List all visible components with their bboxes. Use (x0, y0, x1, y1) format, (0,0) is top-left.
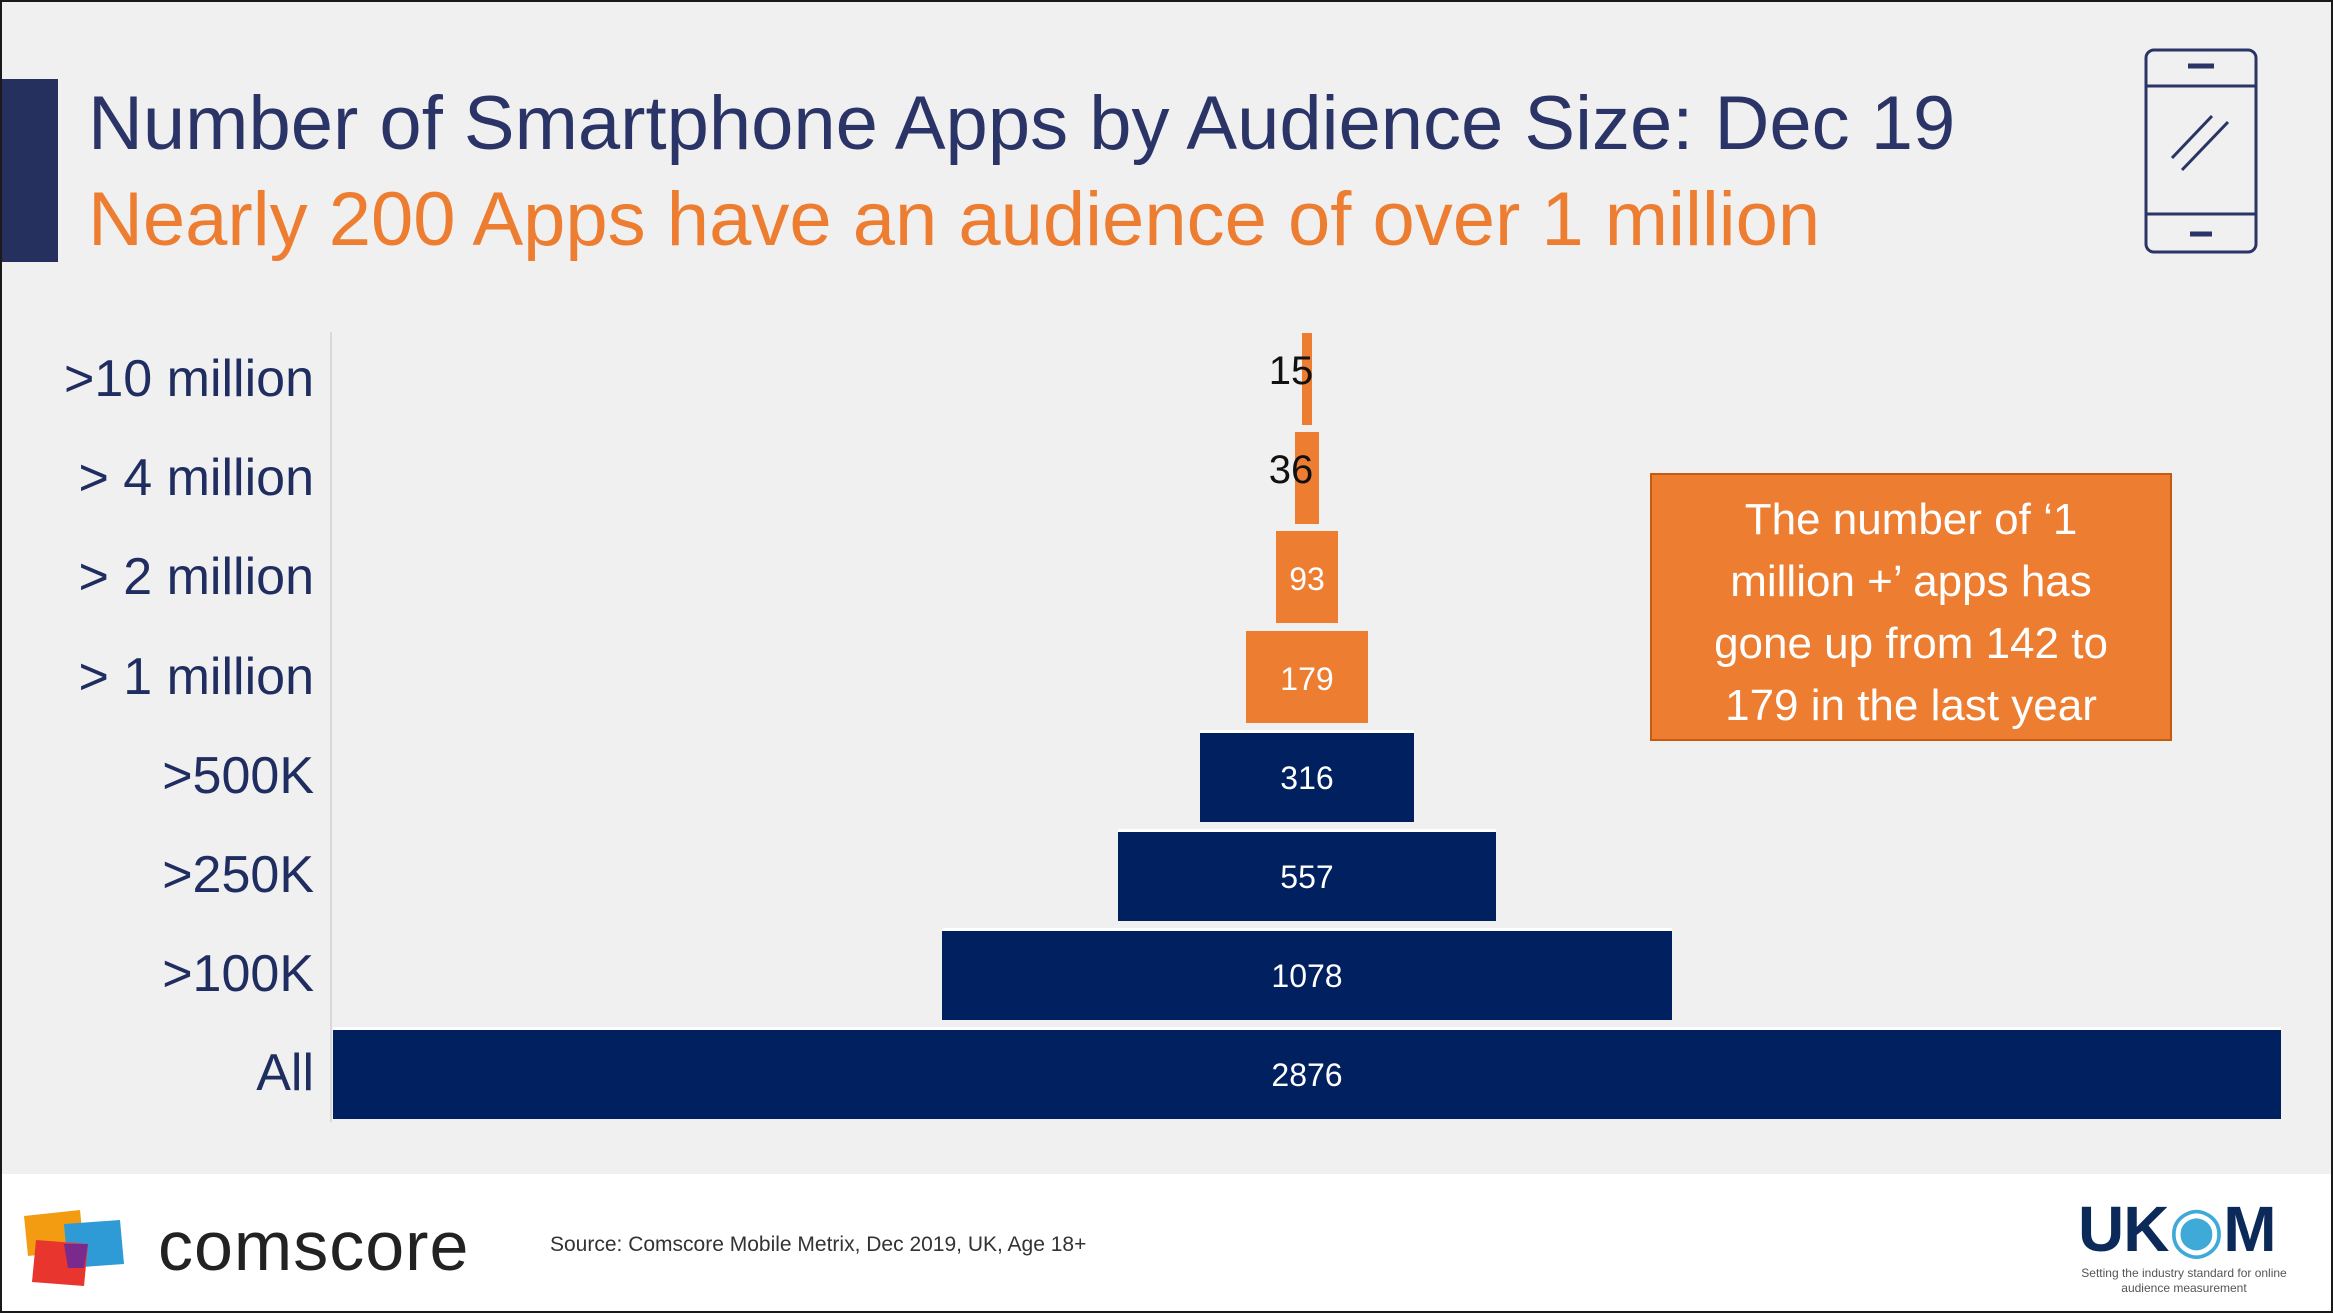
footer: comscore Source: Comscore Mobile Metrix,… (2, 1174, 2331, 1311)
bar (1275, 531, 1339, 624)
ukom-logo: UK◉M Setting the industry standard for o… (2078, 1194, 2290, 1304)
category-label: > 1 million (78, 647, 314, 706)
category-label: All (256, 1044, 314, 1103)
category-label: >250K (162, 846, 314, 904)
data-label: 15 (1268, 349, 1314, 393)
callout-box: The number of ‘1 million +’ apps has gon… (1650, 473, 2172, 741)
bar (1118, 829, 1496, 921)
ukom-wordmark-start: UK (2078, 1193, 2169, 1265)
callout-line: The number of ‘1 (1744, 495, 2078, 544)
bar (333, 1027, 2281, 1120)
comscore-brand: comscore (158, 1207, 470, 1285)
bar (1199, 729, 1414, 822)
page-title: Number of Smartphone Apps by Audience Si… (88, 81, 1956, 166)
callout-line: 179 in the last year (1725, 681, 2097, 730)
category-label: >100K (162, 945, 314, 1004)
bar (1294, 432, 1320, 525)
ukom-wordmark-end: M (2223, 1193, 2276, 1265)
callout-line: gone up from 142 to (1714, 619, 2108, 668)
data-label: 1078 (1271, 958, 1343, 995)
title-accent-bar (2, 79, 58, 262)
chart-axis-line (330, 332, 332, 1122)
data-label: 557 (1280, 859, 1334, 895)
callout-line: million +’ apps has (1730, 557, 2092, 606)
ukom-o-icon: ◉ (2168, 1193, 2224, 1265)
bar (941, 928, 1673, 1021)
bar (1301, 333, 1313, 425)
data-label: 36 (1268, 448, 1314, 493)
category-label: > 4 million (78, 449, 314, 508)
smartphone-icon (2144, 48, 2258, 254)
bar (1246, 630, 1368, 723)
data-label: 93 (1289, 561, 1325, 598)
data-label: 179 (1280, 660, 1334, 697)
ukom-wordmark: UK◉M (2078, 1193, 2277, 1265)
ukom-tagline: Setting the industry standard for online… (2081, 1266, 2287, 1295)
data-label: 2876 (1271, 1057, 1343, 1094)
category-label: >500K (162, 746, 314, 805)
source-note: Source: Comscore Mobile Metrix, Dec 2019… (550, 1233, 1087, 1256)
comscore-logo-icon (24, 1210, 124, 1286)
data-label: 316 (1280, 759, 1334, 796)
page-subtitle: Nearly 200 Apps have an audience of over… (88, 177, 1821, 262)
category-label: > 2 million (78, 548, 314, 607)
category-label: >10 million (63, 350, 314, 408)
